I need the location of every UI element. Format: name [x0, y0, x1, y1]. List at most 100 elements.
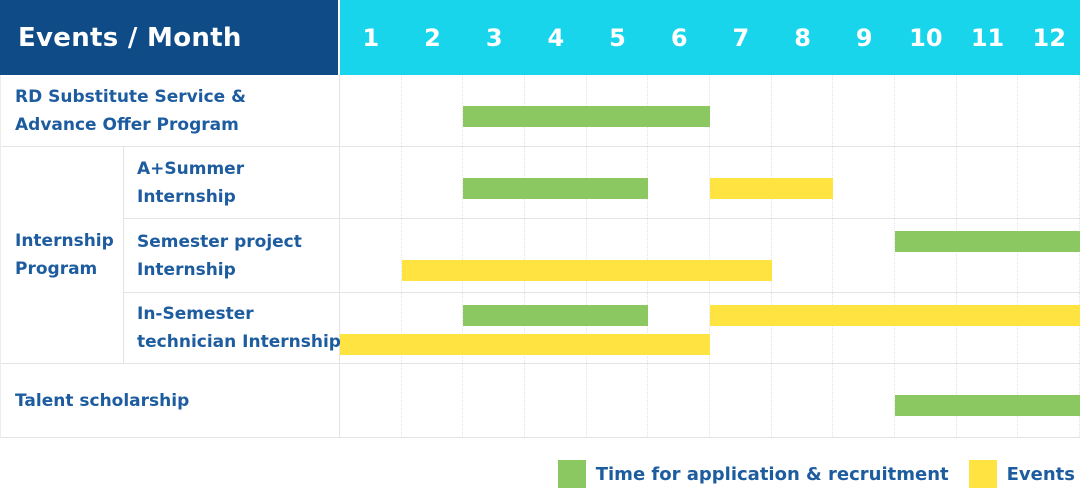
month-grid-cell [833, 364, 896, 437]
month-grid-cell [957, 147, 1019, 218]
month-grid-cell [710, 219, 772, 292]
month-grid-cell [402, 75, 464, 146]
row-chart-area [340, 219, 1080, 292]
month-grid-cell [833, 293, 896, 363]
month-grid-cell [772, 364, 834, 437]
month-grid-cell [833, 75, 896, 146]
row-label: Talent scholarship [1, 364, 340, 437]
month-grid-cell [957, 219, 1019, 292]
month-grid-cell [772, 293, 834, 363]
month-header-cell: 9 [855, 23, 873, 52]
month-grid-cell [710, 364, 772, 437]
events-bar [401, 260, 772, 281]
month-grid-cell [957, 75, 1019, 146]
month-grid-cell [895, 293, 957, 363]
month-grid-cell [525, 219, 587, 292]
month-header-cell: 8 [794, 23, 811, 52]
month-grid-cell [648, 293, 711, 363]
month-grid-cell [1018, 293, 1080, 363]
events-bar [710, 305, 1080, 326]
month-header-row: 1 2 3 4 5 6 7 8 9 10 11 12 [340, 0, 1080, 75]
month-grid-cell [895, 75, 957, 146]
schedule-row-semester-project-internship: Semester project Internship [124, 219, 1080, 293]
month-header-cell: 6 [670, 23, 688, 52]
month-grid-cell [833, 147, 896, 218]
month-grid-cell [895, 147, 957, 218]
row-label-line: A+Summer [137, 158, 245, 179]
month-grid-cell [340, 364, 402, 437]
application-bar [463, 305, 649, 326]
month-grid-cell [463, 293, 526, 363]
month-grid-cell [833, 219, 896, 292]
month-grid-cell [402, 293, 464, 363]
schedule-row-in-semester-technician-internship: In-Semester technician Internship [124, 293, 1080, 364]
legend-label-events: Events [1006, 463, 1075, 485]
month-header-cell: 2 [424, 23, 441, 52]
month-header-cell: 10 [909, 23, 943, 52]
group-label: Internship Program [1, 147, 124, 364]
application-swatch-icon [557, 460, 586, 488]
month-header-cell: 1 [362, 23, 380, 52]
month-grid-cell [895, 219, 957, 292]
month-header-cell: 3 [485, 23, 503, 52]
table-header-row: Events / Month 1 2 3 4 5 6 7 8 9 10 11 12 [0, 0, 1080, 75]
row-label-line: RD Substitute Service & [15, 86, 246, 107]
month-grid-cell [463, 219, 526, 292]
month-grid-cell [1018, 147, 1080, 218]
row-label-line: Advance Offer Program [15, 114, 239, 135]
month-grid-cell [710, 293, 772, 363]
month-grid-cell [587, 293, 649, 363]
application-bar [895, 395, 1080, 416]
application-bar [463, 178, 649, 199]
month-grid-cell [402, 147, 464, 218]
schedule-row-rd-substitute-service: RD Substitute Service & Advance Offer Pro… [1, 75, 1080, 147]
month-grid-cell [402, 219, 464, 292]
month-grid-cell [587, 364, 649, 437]
month-grid-cell [772, 219, 834, 292]
row-chart-area [340, 75, 1080, 146]
group-label-line: Program [15, 259, 98, 279]
row-label-line: Internship [137, 186, 236, 207]
month-grid-cell [710, 75, 772, 146]
row-chart-area [340, 147, 1080, 218]
legend-item-events: Events [968, 460, 1075, 488]
month-grid-cell [340, 75, 402, 146]
row-chart-area [340, 293, 1080, 363]
month-grid-cell [340, 219, 402, 292]
row-label: A+Summer Internship [124, 147, 340, 218]
legend-label-application: Time for application & recruitment [595, 463, 949, 485]
month-header-cell: 12 [1032, 23, 1066, 52]
application-bar [895, 231, 1080, 252]
month-grid-cell [463, 364, 526, 437]
internship-program-group: Internship Program A+Summer Internship Semes… [1, 147, 1080, 364]
row-label: In-Semester technician Internship [124, 293, 341, 363]
month-grid-cell [340, 147, 402, 218]
group-rows: A+Summer Internship Semester project Intern… [124, 147, 1080, 364]
row-label-line: Semester project [137, 231, 302, 252]
group-label-line: Internship [15, 231, 114, 251]
application-bar [463, 106, 710, 127]
month-header-cell: 11 [970, 23, 1005, 52]
schedule-body: RD Substitute Service & Advance Offer Pro… [0, 75, 1080, 438]
month-grid-cell [1018, 75, 1080, 146]
events-bar [710, 178, 834, 199]
events-month-header-cell: Events / Month [0, 0, 338, 75]
legend-item-application: Time for application & recruitment [557, 460, 949, 488]
month-grid-cell [648, 364, 711, 437]
row-label: RD Substitute Service & Advance Offer Pro… [1, 75, 340, 146]
month-grid-cell [402, 364, 464, 437]
row-chart-area [340, 364, 1080, 437]
month-grid-cell [587, 219, 649, 292]
month-header-cell: 4 [547, 23, 565, 52]
row-label-line: Talent scholarship [15, 390, 190, 411]
month-grid-cell [772, 75, 834, 146]
schedule-row-a-plus-summer-internship: A+Summer Internship [124, 147, 1080, 219]
row-label-line: technician Internship [137, 332, 341, 352]
month-grid-cell [648, 147, 711, 218]
month-grid-cell [957, 293, 1019, 363]
month-grid-cell [648, 219, 711, 292]
row-label-line: In-Semester [137, 304, 254, 324]
month-grid-cell [340, 293, 402, 363]
month-grid-cell [525, 364, 587, 437]
